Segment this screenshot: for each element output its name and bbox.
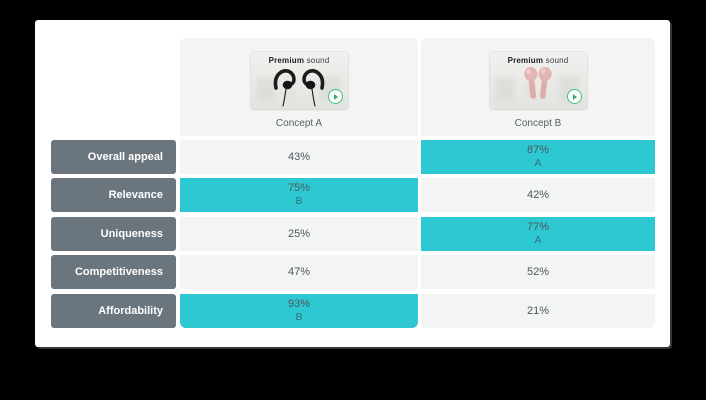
significance-letter: A: [534, 234, 542, 246]
significance-letter: A: [534, 157, 542, 169]
cell-overall-appeal-a: 43%: [180, 140, 418, 174]
cell-value: 42%: [526, 188, 550, 201]
thumbnail-background-shape: [495, 78, 514, 100]
thumbnail-background-shape: [256, 78, 275, 100]
hook-earbuds-icon: [273, 69, 325, 107]
significance-letter: B: [295, 311, 303, 323]
concept-b-video-thumbnail[interactable]: Premium sound: [489, 52, 587, 109]
cell-competitiveness-a: 47%: [180, 255, 418, 289]
cell-value: 43%: [287, 150, 311, 163]
thumbnail-background-shape: [523, 82, 534, 98]
report-card: Premium sound Concept A Premium sound: [35, 20, 670, 347]
cell-uniqueness-b: 77% A: [421, 217, 655, 251]
thumbnail-title: Premium sound: [507, 56, 569, 65]
row-label-overall-appeal: Overall appeal: [51, 140, 176, 174]
row-label-affordability: Affordability: [51, 294, 176, 328]
thumbnail-background-shape: [284, 82, 295, 98]
cell-value: 52%: [526, 265, 550, 278]
concept-a-column-header: Premium sound Concept A: [180, 38, 418, 136]
cell-uniqueness-a: 25%: [180, 217, 418, 251]
cell-overall-appeal-b: 87% A: [421, 140, 655, 174]
significance-letter: B: [295, 195, 303, 207]
cell-value: 75%: [287, 182, 311, 194]
play-icon[interactable]: [566, 89, 582, 104]
concept-b-column-header: Premium sound Concept B: [421, 38, 655, 136]
stem-earbuds-icon: [524, 67, 552, 99]
concept-a-label: Concept A: [275, 118, 323, 129]
concept-b-label: Concept B: [514, 118, 562, 129]
row-label-competitiveness: Competitiveness: [51, 255, 176, 289]
cell-value: 87%: [526, 144, 550, 156]
cell-value: 77%: [526, 221, 550, 233]
cell-relevance-b: 42%: [421, 178, 655, 212]
play-icon[interactable]: [327, 89, 343, 104]
cell-value: 25%: [287, 227, 311, 240]
cell-affordability-b: 21%: [421, 294, 655, 328]
cell-value: 93%: [287, 298, 311, 310]
cell-value: 21%: [526, 304, 550, 317]
cell-value: 47%: [287, 265, 311, 278]
concept-a-video-thumbnail[interactable]: Premium sound: [250, 52, 348, 109]
cell-competitiveness-b: 52%: [421, 255, 655, 289]
row-label-relevance: Relevance: [51, 178, 176, 212]
cell-relevance-a: 75% B: [180, 178, 418, 212]
cell-affordability-a: 93% B: [180, 294, 418, 328]
row-label-uniqueness: Uniqueness: [51, 217, 176, 251]
thumbnail-title: Premium sound: [268, 56, 330, 65]
